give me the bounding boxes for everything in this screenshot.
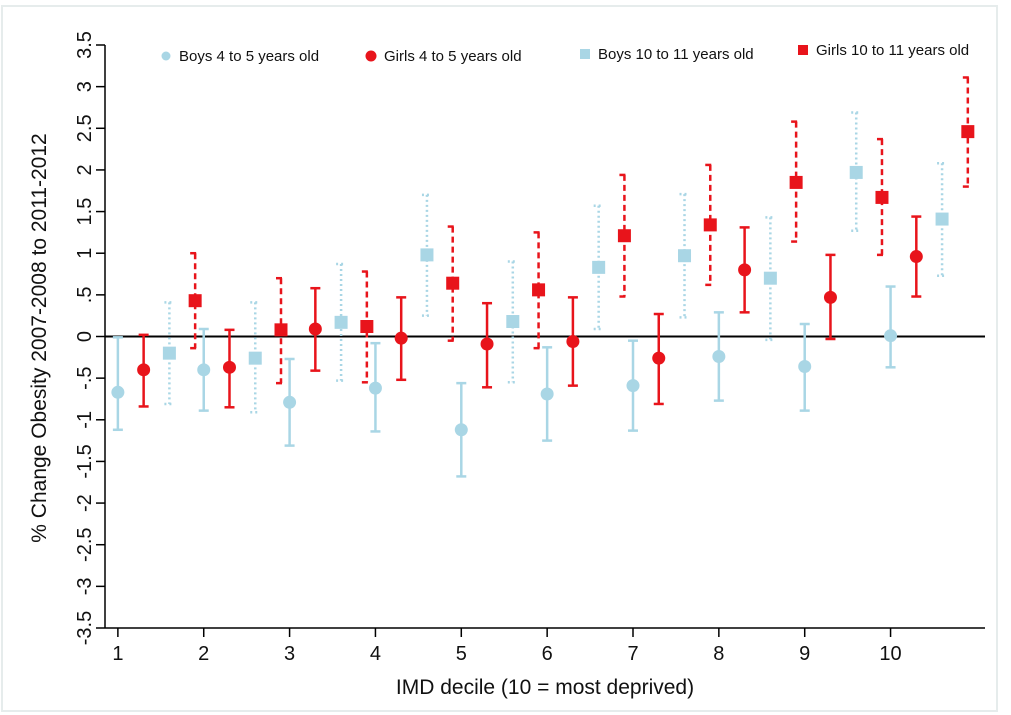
data-point: [162, 346, 176, 360]
y-tick-label: -2.5: [74, 527, 96, 561]
legend-item-1: Boys 4 to 5 years old: [161, 48, 319, 65]
data-point: [961, 125, 975, 139]
data-point: [420, 248, 434, 262]
data-point: [763, 271, 777, 285]
y-tick-label: -3.5: [74, 611, 96, 645]
legend-marker: [161, 51, 171, 61]
series-1: [111, 285, 898, 478]
series-2: [137, 215, 923, 409]
data-point: [188, 294, 202, 308]
data-point: [798, 359, 812, 373]
data-point: [248, 351, 262, 365]
data-point: [137, 363, 151, 377]
data-point: [394, 331, 408, 345]
x-tick-label: 8: [713, 643, 724, 665]
series-4: [188, 76, 975, 385]
y-tick-label: 1: [74, 248, 96, 259]
legend-item-3: Boys 10 to 11 years old: [580, 46, 754, 63]
x-tick-label: 1: [112, 643, 123, 665]
x-tick-label: 6: [542, 643, 553, 665]
x-tick-label: 2: [198, 643, 209, 665]
data-point: [334, 315, 348, 329]
x-tick-label: 7: [627, 643, 638, 665]
y-tick-label: 3.5: [74, 31, 96, 59]
y-axis-title: % Change Obesity 2007-2008 to 2011-2012: [28, 133, 51, 542]
data-point: [909, 250, 923, 264]
y-tick-label: -.5: [74, 366, 96, 389]
data-point: [738, 263, 752, 277]
data-point: [446, 276, 460, 290]
data-point: [566, 334, 580, 348]
x-tick-label: 4: [370, 643, 381, 665]
data-point: [222, 360, 236, 374]
y-tick-label: -2: [74, 494, 96, 512]
data-point: [626, 379, 640, 393]
y-tick-label: 2.5: [74, 114, 96, 142]
legend-item-4: Girls 10 to 11 years old: [798, 42, 969, 59]
data-point: [532, 283, 546, 297]
data-point: [308, 322, 322, 336]
legend-marker: [365, 50, 377, 62]
x-tick-label: 9: [799, 643, 810, 665]
y-tick-label: 2: [74, 164, 96, 175]
y-axis: -3.5 -3 -2.5 -2 -1.5 -1 -.5 0 .5 1 1.5 2 2.5 3 3.5: [74, 31, 106, 645]
data-point: [849, 165, 863, 179]
y-tick-label: -3: [74, 577, 96, 595]
data-point: [111, 385, 125, 399]
data-point: [368, 381, 382, 395]
legend-label: Girls 10 to 11 years old: [816, 42, 969, 59]
legend-label: Boys 10 to 11 years old: [598, 46, 754, 63]
legend-marker: [798, 45, 808, 55]
x-tick-label: 3: [284, 643, 295, 665]
x-axis-title: IMD decile (10 = most deprived): [396, 676, 694, 699]
data-point: [360, 320, 374, 334]
data-point: [274, 323, 288, 337]
data-point: [712, 349, 726, 363]
legend-marker: [580, 49, 590, 59]
data-point: [823, 290, 837, 304]
data-point: [884, 329, 898, 343]
y-tick-label: 0: [74, 331, 96, 342]
data-point: [652, 351, 666, 365]
legend: Boys 4 to 5 years old Girls 4 to 5 years …: [161, 42, 969, 65]
legend-label: Girls 4 to 5 years old: [384, 48, 522, 65]
y-tick-label: -1: [74, 411, 96, 429]
data-point: [506, 315, 520, 329]
data-point: [875, 190, 889, 204]
y-tick-label: .5: [74, 287, 96, 304]
series-layer: [111, 76, 975, 478]
data-point: [197, 363, 211, 377]
y-tick-label: 3: [74, 81, 96, 92]
data-point: [617, 229, 631, 243]
x-axis: 1 2 3 4 5 6 7 8 9 10: [105, 627, 985, 665]
data-point: [480, 337, 494, 351]
y-tick-label: -1.5: [74, 444, 96, 478]
data-point: [703, 218, 717, 232]
x-tick-label: 10: [879, 643, 901, 665]
data-point: [540, 387, 554, 401]
y-tick-label: 1.5: [74, 198, 96, 226]
legend-label: Boys 4 to 5 years old: [179, 48, 319, 65]
data-point: [283, 395, 297, 409]
legend-item-2: Girls 4 to 5 years old: [365, 48, 522, 65]
data-point: [935, 212, 949, 226]
x-tick-label: 5: [456, 643, 467, 665]
figure-border: [1, 5, 998, 712]
data-point: [592, 260, 606, 274]
data-point: [789, 175, 803, 189]
series-3: [162, 111, 949, 414]
data-point: [678, 249, 692, 263]
data-point: [454, 423, 468, 437]
